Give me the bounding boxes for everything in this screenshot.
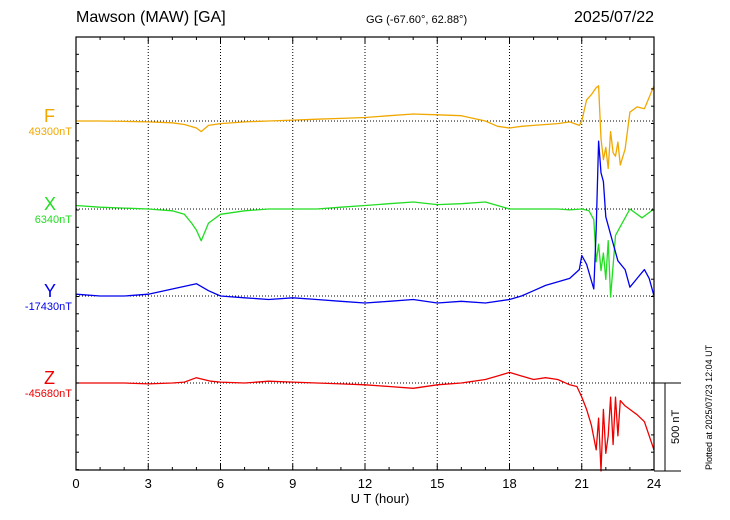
baseline-value-z: -45680nT bbox=[24, 388, 72, 400]
series-line-z bbox=[76, 371, 655, 472]
x-tick-label: 12 bbox=[357, 476, 373, 491]
axis-ticks bbox=[75, 36, 655, 470]
series-line-x bbox=[75, 201, 655, 298]
x-tick-label: 3 bbox=[144, 476, 152, 491]
baseline-value-y: -17430nT bbox=[24, 301, 72, 313]
plot-date: 2025/07/22 bbox=[574, 9, 655, 26]
geographic-coordinates: GG (-67.60°, 62.88°) bbox=[366, 14, 468, 26]
component-name-y: Y bbox=[44, 281, 57, 301]
x-tick-label: 0 bbox=[72, 476, 80, 491]
series-line-f bbox=[76, 85, 655, 170]
baseline-value-f: 49300nT bbox=[28, 126, 72, 138]
scale-bar bbox=[654, 382, 681, 472]
scale-bar-label: 500 nT bbox=[670, 409, 682, 444]
component-name-f: F bbox=[44, 106, 55, 126]
x-tick-label: 18 bbox=[502, 476, 517, 491]
baseline-value-x: 6340nT bbox=[34, 214, 72, 226]
series-lines bbox=[75, 85, 655, 472]
x-tick-label: 24 bbox=[646, 476, 662, 491]
x-tick-label: 9 bbox=[289, 476, 297, 491]
station-title: Mawson (MAW) [GA] bbox=[76, 9, 226, 26]
x-tick-label: 6 bbox=[216, 476, 225, 491]
component-name-x: X bbox=[44, 194, 57, 214]
x-axis-label: U T (hour) bbox=[350, 491, 410, 506]
grid-lines bbox=[76, 37, 654, 470]
x-tick-label: 15 bbox=[430, 476, 445, 491]
component-name-z: Z bbox=[44, 368, 55, 388]
series-line-y bbox=[75, 140, 655, 304]
plotted-timestamp: Plotted at 2025/07/23 12:04 UT bbox=[704, 344, 714, 470]
x-tick-label: 21 bbox=[574, 476, 589, 491]
